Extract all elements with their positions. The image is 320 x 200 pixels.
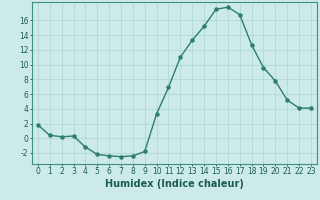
X-axis label: Humidex (Indice chaleur): Humidex (Indice chaleur) bbox=[105, 179, 244, 189]
